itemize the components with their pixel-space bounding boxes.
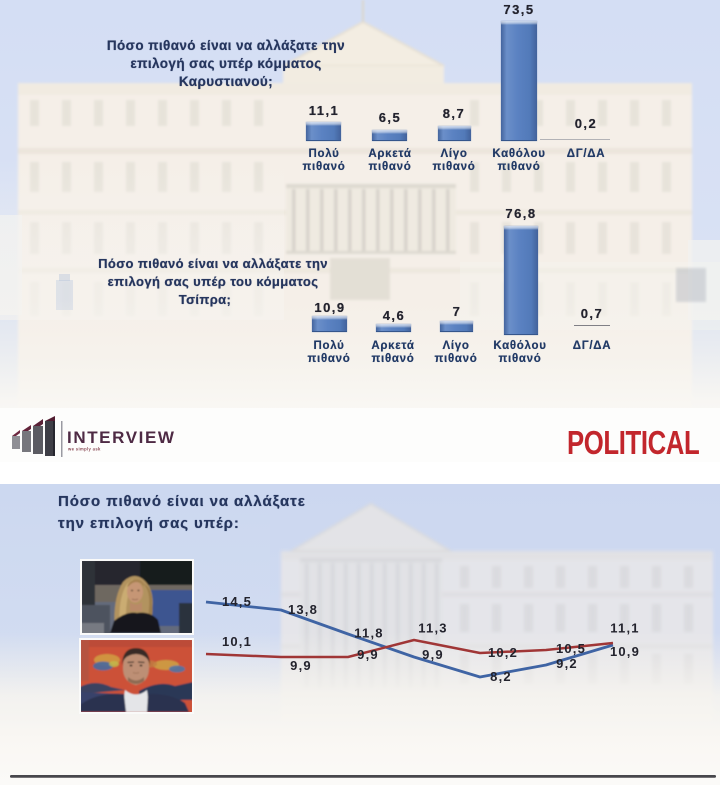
svg-text:10,1: 10,1 [222,634,252,649]
svg-text:9,9: 9,9 [422,647,444,662]
svg-text:INTERVIEW: INTERVIEW [67,428,176,447]
svg-text:10,2: 10,2 [488,645,518,660]
svg-text:10,9: 10,9 [610,644,640,659]
svg-text:8,2: 8,2 [490,669,512,684]
svg-text:11,1: 11,1 [610,621,639,636]
svg-text:9,2: 9,2 [556,656,578,671]
svg-text:9,9: 9,9 [290,658,312,673]
svg-text:11,3: 11,3 [418,621,447,636]
svg-text:13,8: 13,8 [288,602,318,617]
svg-text:11,8: 11,8 [354,626,383,641]
svg-text:9,9: 9,9 [357,647,379,662]
svg-text:14,5: 14,5 [222,594,252,609]
svg-text:10,5: 10,5 [556,641,586,656]
svg-text:we simply ask: we simply ask [67,447,101,452]
